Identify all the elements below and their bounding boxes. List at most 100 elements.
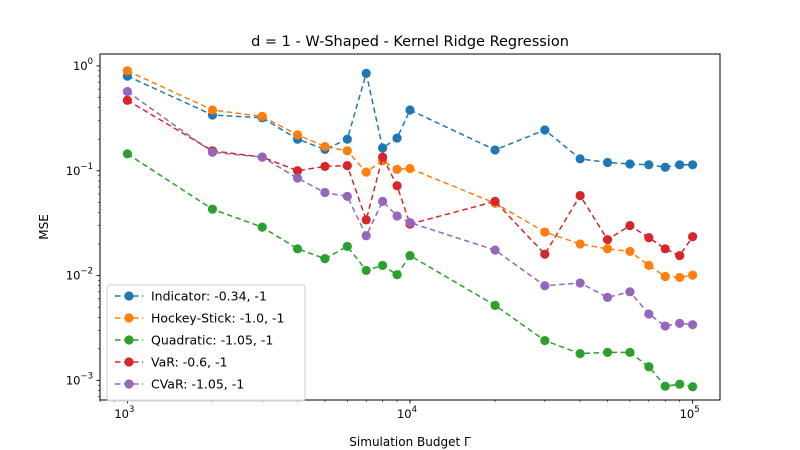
legend-box [106,284,306,402]
data-point [575,349,585,359]
data-point [644,233,654,243]
data-point [320,187,330,198]
data-point [660,244,670,254]
series-layer [122,66,698,392]
chart-title: d = 1 - W-Shaped - Kernel Ridge Regressi… [251,34,569,50]
data-point [490,145,500,155]
data-point [122,66,132,76]
data-point [660,271,670,282]
data-point [575,239,585,249]
data-point [575,278,585,288]
data-point [675,318,685,328]
data-point [292,173,303,183]
data-point [320,142,330,152]
data-point [342,146,352,156]
data-point [602,157,613,168]
series-3 [122,95,698,261]
data-point [688,160,698,170]
data-point [675,379,685,389]
legend-entry: Quadratic: -1.05, -1 [115,333,273,348]
legend-marker [124,291,134,301]
data-point [688,382,698,392]
data-point [378,260,388,271]
data-point [644,160,654,170]
y-tick-label: 10−2 [66,267,93,283]
data-point [342,191,352,201]
data-point [361,215,371,225]
data-point [644,260,654,271]
data-point [207,147,218,157]
legend-marker [124,313,134,323]
data-point [540,227,550,237]
data-point [540,249,550,259]
legend-marker [124,357,134,367]
data-point [292,130,303,140]
legend-label: Hockey-Stick: -1.0, -1 [151,311,285,326]
data-point [257,152,267,162]
data-point [207,204,218,214]
legend-marker [124,335,134,345]
data-point [207,105,218,115]
y-tick-label: 10−3 [66,371,93,387]
data-point [602,292,613,302]
legend-label: CVaR: -1.05, -1 [151,377,244,392]
plot-frame [99,53,721,401]
legend-label: Indicator: -0.34, -1 [151,289,267,304]
x-tick-label: 103 [114,405,134,421]
data-point [361,231,371,241]
data-point [257,111,267,122]
data-point [342,161,352,171]
data-point [625,287,635,297]
series-line [127,99,694,257]
data-point [122,149,132,159]
data-point [378,152,388,162]
data-point [602,244,613,254]
data-point [660,321,670,331]
data-point [292,244,303,254]
series-2 [122,149,698,392]
data-point [540,281,550,291]
data-point [361,265,371,276]
data-point [342,134,352,144]
data-point [688,270,698,280]
legend-label: VaR: -0.6, -1 [151,355,228,370]
x-tick-label: 105 [680,405,700,421]
data-point [575,154,585,164]
data-point [361,167,371,177]
legend-entry: CVaR: -1.05, -1 [115,377,244,392]
data-point [342,241,352,251]
legend-label: Quadratic: -1.05, -1 [151,333,273,348]
data-point [625,347,635,357]
data-point [405,218,415,228]
data-point [392,270,402,280]
data-point [644,362,654,372]
data-point [688,320,698,330]
series-4 [122,86,698,331]
data-point [575,190,585,201]
data-point [378,196,388,207]
data-point [405,105,415,115]
data-point [540,335,550,346]
data-point [625,220,635,231]
data-point [490,300,500,310]
data-point [392,164,402,175]
series-0 [122,68,698,172]
data-point [675,272,685,283]
data-point [122,86,132,97]
ticks-layer: 103 104 105 10−3 10−2 10−1 100 [66,57,700,421]
legend-entry: Hockey-Stick: -1.0, -1 [115,311,285,326]
data-point [625,159,635,169]
data-point [122,95,132,105]
data-point [540,125,550,135]
y-tick-label: 10−1 [66,162,93,178]
data-point [490,196,500,207]
y-tick-label: 100 [73,57,93,73]
data-point [320,254,330,264]
x-tick-label: 104 [397,405,417,421]
y-axis-label: MSE [37,214,51,240]
data-point [688,232,698,242]
legend: Indicator: -0.34, -1 Hockey-Stick: -1.0, … [106,284,306,402]
data-point [361,68,371,78]
data-point [660,381,670,391]
